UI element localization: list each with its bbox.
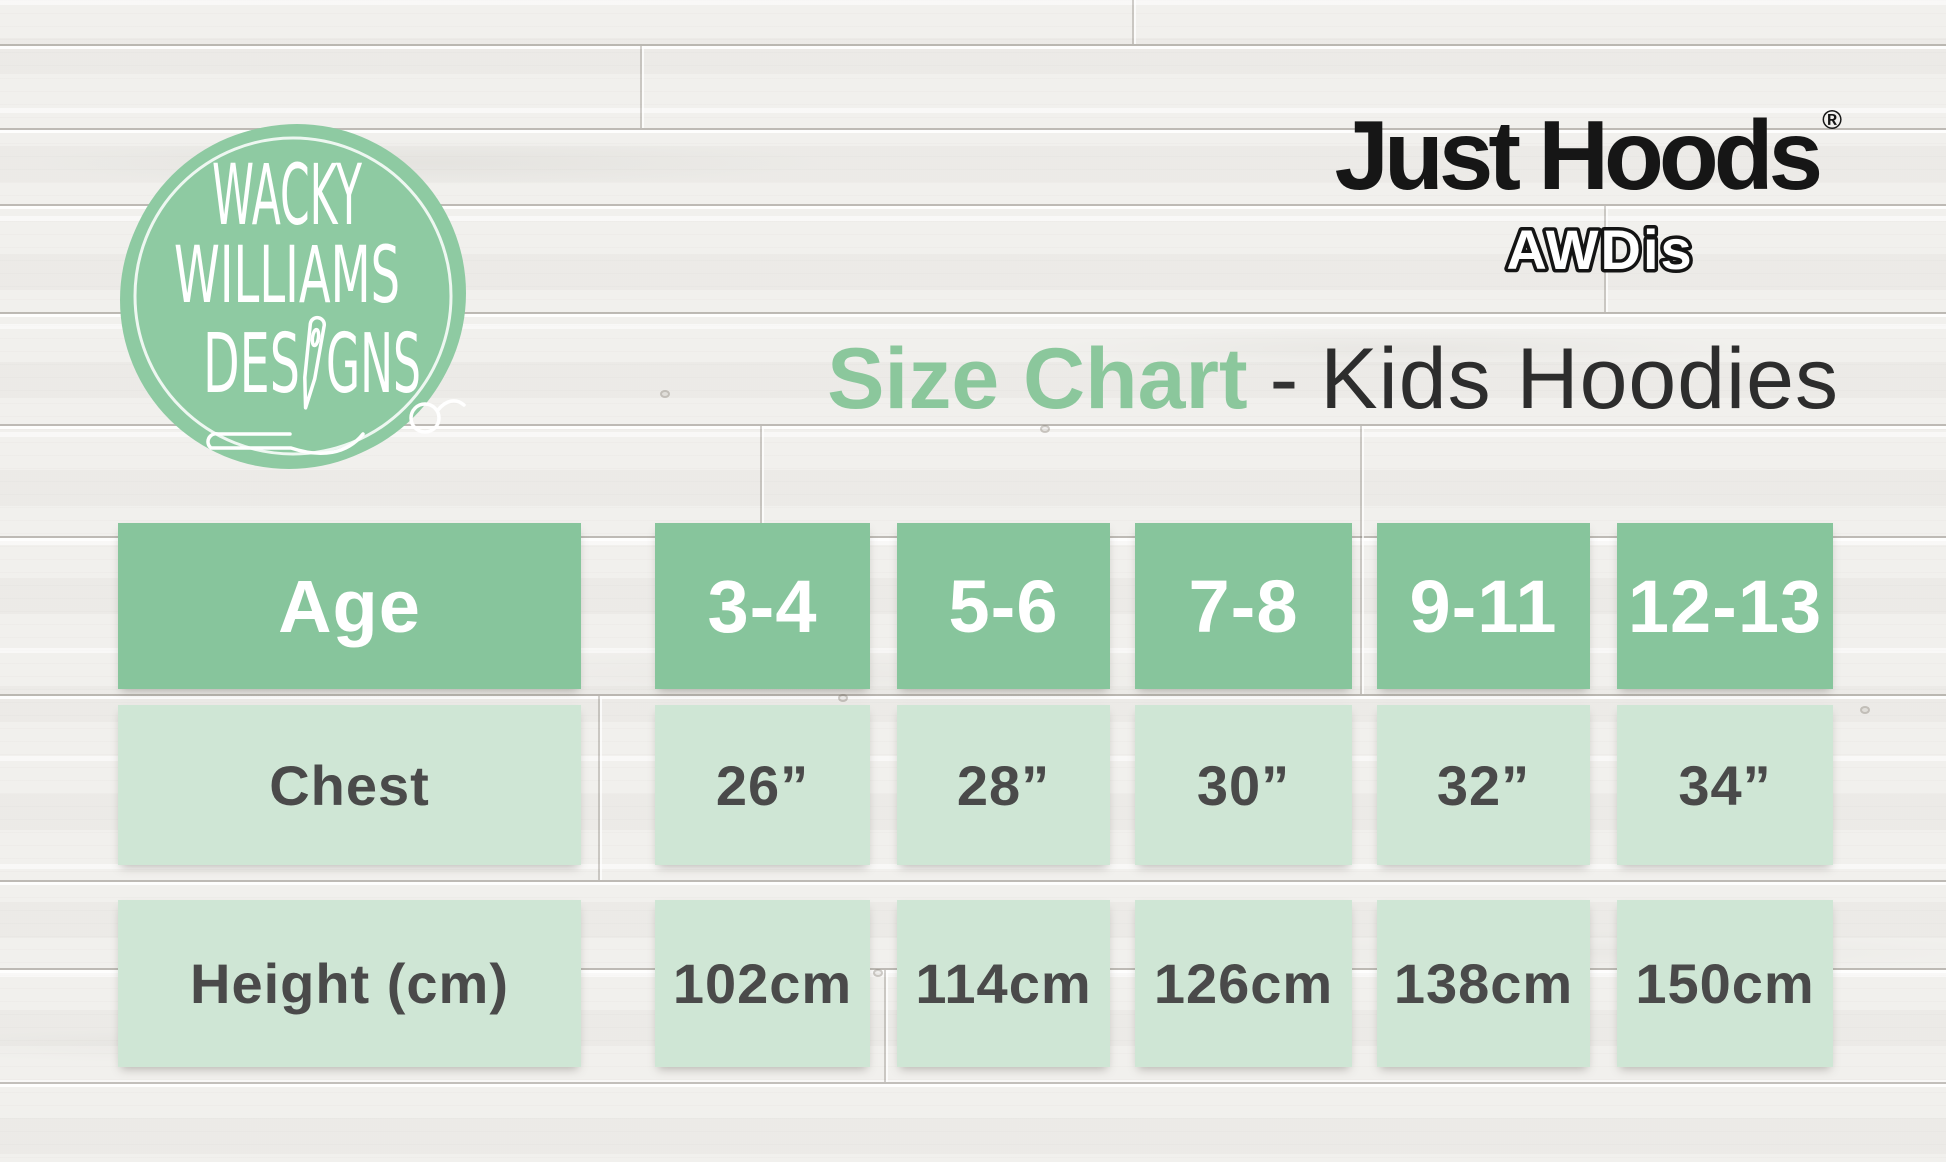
logo-inner-ring [133,136,453,456]
table-cell-height: 150cm [1617,900,1833,1067]
just-hoods-logo: Just Hoods ® [1335,105,1843,204]
table-header-col: 3-4 [655,523,870,689]
logo-line2: WILLIAMS [174,231,400,321]
awdis-logo-svg: AWDis [1503,215,1695,285]
wood-knot [660,390,670,398]
wood-vertical-joint [1132,0,1136,44]
thread-squiggle-icon [206,399,466,455]
table-header-col: 7-8 [1135,523,1352,689]
table-cell-chest: 28” [897,705,1110,865]
logo-line3-right: GNS [326,317,421,412]
table-row-label-height: Height (cm) [118,900,581,1067]
table-cell-height: 138cm [1377,900,1590,1067]
table-cell-height: 102cm [655,900,870,1067]
page-title-highlight: Size Chart [827,331,1248,427]
wacky-williams-logo: WACKY WILLIAMS DES GNS [112,112,472,485]
table-cell-chest: 30” [1135,705,1352,865]
logo-line3-left: DES [203,317,300,412]
table-cell-chest: 34” [1617,705,1833,865]
size-chart-table: Age 3-4 5-6 7-8 9-11 12-13 Chest 26” 28”… [118,523,1833,1067]
just-hoods-wordmark: Just Hoods [1334,100,1824,210]
awdis-wordmark: AWDis [1506,218,1693,281]
page-title-rest: Kids Hoodies [1320,331,1839,427]
logo-line1: WACKY [212,146,362,244]
table-header-col: 12-13 [1617,523,1833,689]
wood-vertical-joint [640,46,644,128]
table-cell-chest: 32” [1377,705,1590,865]
table-row-label-chest: Chest [118,705,581,865]
table-cell-height: 114cm [897,900,1110,1067]
table-cell-chest: 26” [655,705,870,865]
logo-badge-svg: WACKY WILLIAMS DES GNS [120,124,466,469]
registered-trademark-icon: ® [1822,105,1842,135]
table-cell-height: 126cm [1135,900,1352,1067]
wood-knot [1860,706,1870,714]
table-header-age: Age [118,523,581,689]
page-title: Size Chart - Kids Hoodies [827,336,1839,422]
wood-vertical-joint [760,426,764,536]
table-header-col: 9-11 [1377,523,1590,689]
awdis-logo: AWDis [1472,212,1728,293]
page-title-separator: - [1269,331,1299,427]
wood-seam [0,1082,1946,1090]
table-header-col: 5-6 [897,523,1110,689]
wood-seam [0,44,1946,52]
